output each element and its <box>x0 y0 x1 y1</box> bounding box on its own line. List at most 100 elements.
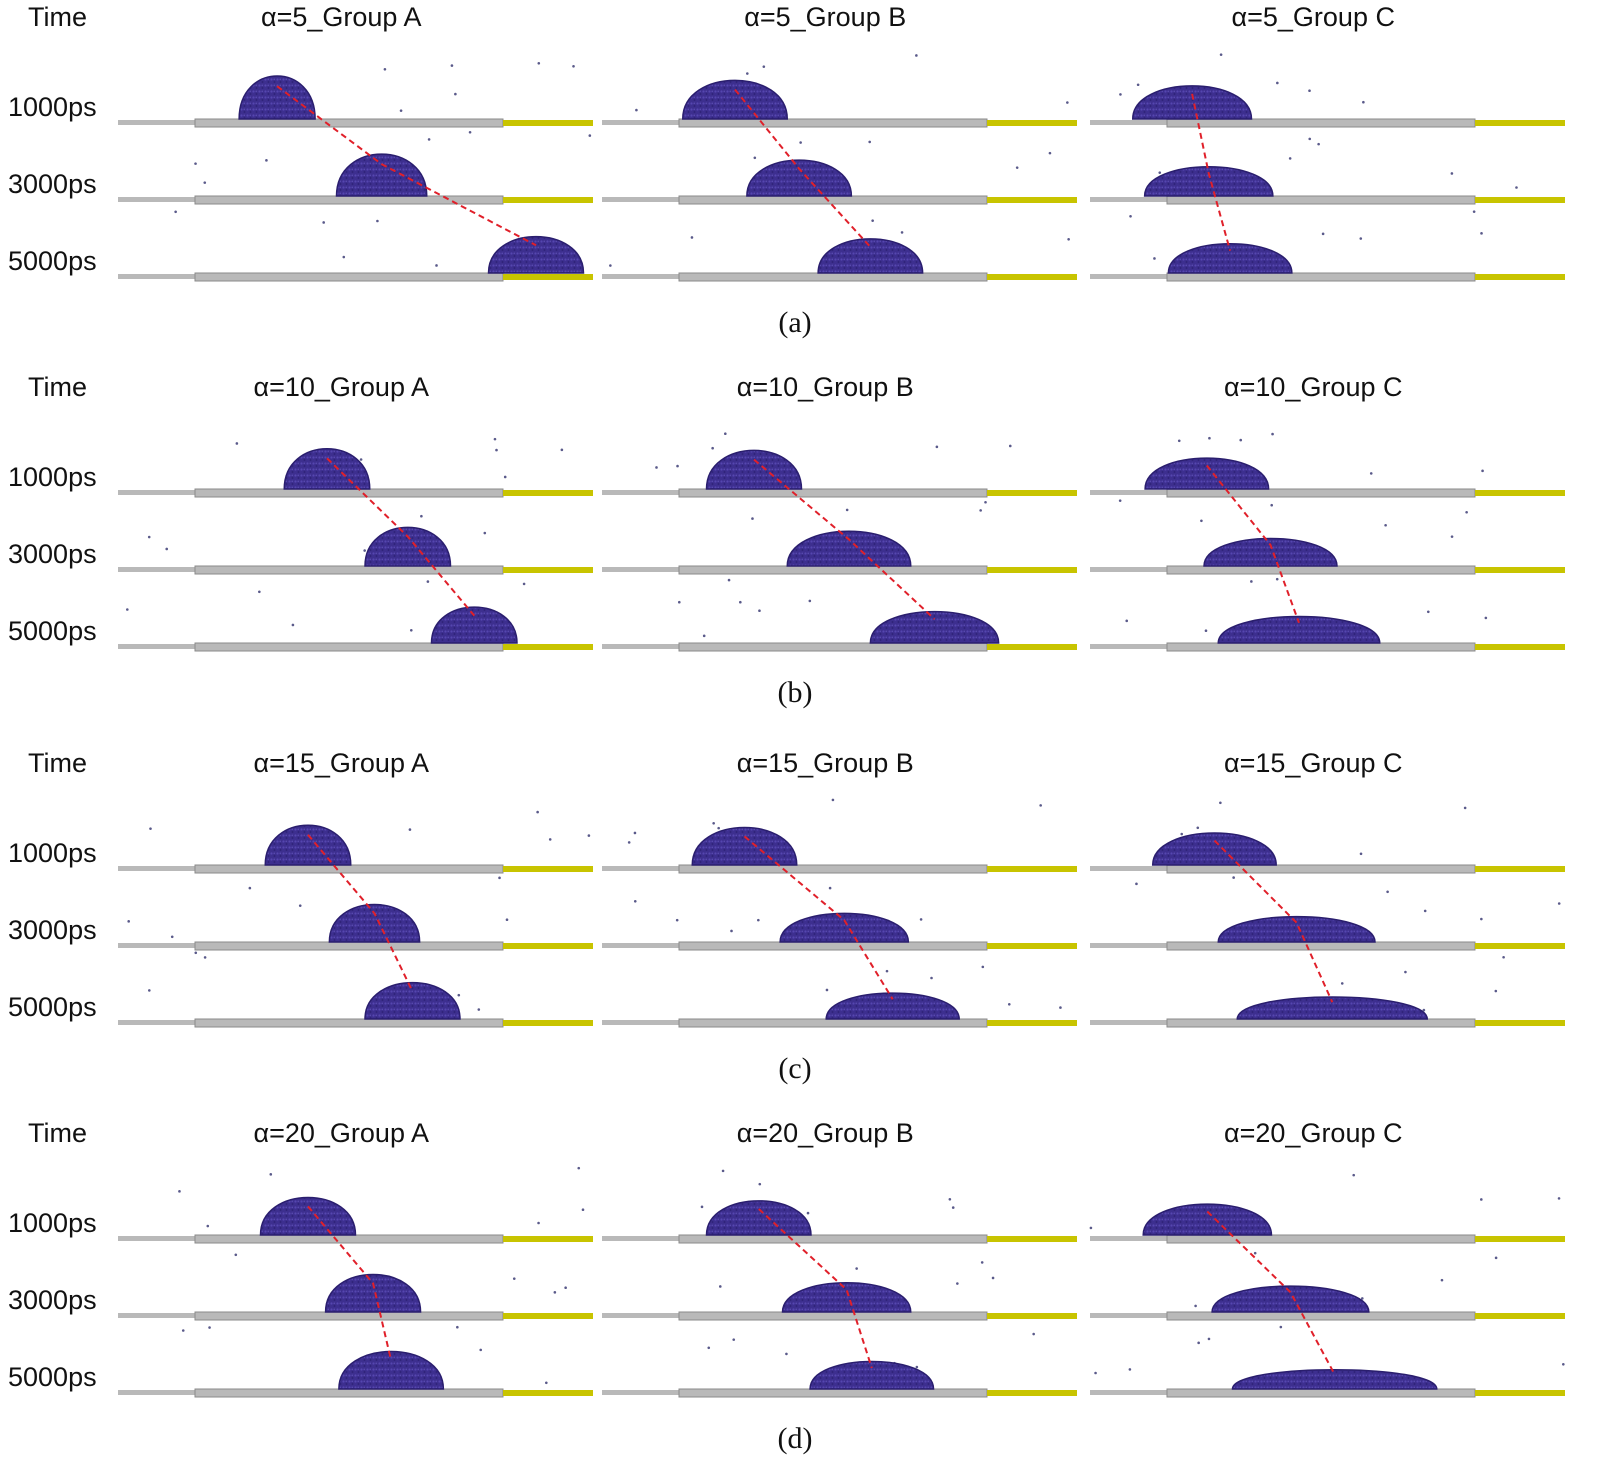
droplet <box>338 1350 445 1390</box>
vapour-molecule <box>457 993 461 997</box>
droplet <box>328 903 421 943</box>
vapour-molecule <box>147 535 151 539</box>
vapour-molecule <box>1275 577 1279 581</box>
vapour-molecule <box>1352 1173 1356 1177</box>
vapour-molecule <box>1180 832 1184 836</box>
substrate-plate <box>678 1311 988 1321</box>
vapour-molecule <box>702 634 706 638</box>
substrate-plate <box>1166 565 1476 575</box>
vapour-molecule <box>845 508 849 512</box>
vapour-molecule <box>746 72 749 75</box>
hydrophobic-strip <box>987 1313 1077 1319</box>
vapour-molecule <box>1032 1332 1035 1336</box>
vapour-molecule <box>203 181 207 184</box>
time-header: Time <box>28 748 87 778</box>
vapour-molecule <box>342 255 346 259</box>
vapour-molecule <box>376 219 379 223</box>
vapour-molecule <box>493 437 497 441</box>
vapour-molecule <box>1480 232 1483 235</box>
group-title: α=5_Group C <box>1232 2 1395 32</box>
vapour-molecule <box>408 828 412 831</box>
hydrophobic-strip <box>1475 866 1565 872</box>
trajectory-line <box>753 458 936 620</box>
vapour-molecule <box>919 918 923 921</box>
substrate-plate <box>678 642 988 652</box>
vapour-molecule <box>900 231 904 234</box>
droplet <box>691 826 798 866</box>
group-3-2: α=20_Group C <box>1089 1118 1565 1398</box>
vapour-molecule <box>871 219 874 222</box>
vapour-molecule <box>194 951 198 955</box>
hydrophobic-strip <box>1475 1236 1565 1242</box>
hydrophobic-strip <box>1475 490 1565 496</box>
vapour-molecule <box>483 531 487 535</box>
hydrophobic-strip <box>987 866 1077 872</box>
hydrophobic-strip <box>1475 197 1565 203</box>
vapour-molecule <box>1557 1197 1561 1200</box>
substrate-plate <box>194 118 504 128</box>
vapour-molecule <box>707 1346 711 1350</box>
vapour-molecule <box>1177 439 1181 443</box>
vapour-molecule <box>1308 89 1311 93</box>
group-title: α=10_Group C <box>1224 372 1402 402</box>
substrate-plate <box>678 195 988 205</box>
vapour-molecule <box>655 466 658 469</box>
hydrophobic-strip <box>503 1020 593 1026</box>
substrate-plate <box>194 1234 504 1244</box>
group-1-1: α=10_Group B <box>602 372 1077 652</box>
vapour-molecule <box>1094 1371 1097 1375</box>
hydrophobic-strip <box>1475 644 1565 650</box>
substrate-plate <box>678 941 988 951</box>
vapour-molecule <box>1253 1251 1257 1255</box>
hydrophobic-strip <box>987 274 1077 280</box>
panel-d: Time 1000ps 3000ps 5000ps α=20_Group A α=20_G… <box>8 1118 1565 1455</box>
vapour-molecule <box>522 582 526 586</box>
droplet <box>1203 537 1338 567</box>
hydrophobic-strip <box>503 274 593 280</box>
trajectory-line <box>276 85 537 247</box>
substrate-plate <box>194 1018 504 1028</box>
vapour-molecule <box>757 918 760 922</box>
droplet <box>364 526 452 567</box>
vapour-molecule <box>808 599 812 603</box>
droplet <box>1131 85 1253 120</box>
droplet <box>781 1282 912 1313</box>
time-label-3000ps: 3000ps <box>8 539 97 569</box>
vapour-molecule <box>1219 801 1222 805</box>
panel-c: Time 1000ps 3000ps 5000ps α=15_Group A α=15_G… <box>8 748 1565 1085</box>
vapour-molecule <box>1197 1341 1200 1345</box>
time-label-1000ps: 1000ps <box>8 462 97 492</box>
droplet <box>1167 243 1293 274</box>
substrate-plate <box>1166 1018 1476 1028</box>
group-title: α=20_Group B <box>737 1118 914 1148</box>
droplet <box>1217 916 1376 943</box>
vapour-molecule <box>1423 909 1427 913</box>
time-header: Time <box>28 1118 87 1148</box>
vapour-molecule <box>194 162 197 165</box>
hydrophobic-strip <box>503 567 593 573</box>
droplet <box>487 235 585 274</box>
vapour-molecule <box>1386 890 1389 894</box>
vapour-molecule <box>456 1325 459 1329</box>
vapour-molecule <box>915 54 918 57</box>
droplet <box>825 992 960 1020</box>
hydrophobic-strip <box>503 866 593 872</box>
substrate-plate <box>678 488 988 498</box>
hydrophobic-strip <box>987 490 1077 496</box>
hydrophobic-strip <box>1475 120 1565 126</box>
vapour-molecule <box>1369 472 1373 475</box>
vapour-molecule <box>383 67 387 71</box>
vapour-molecule <box>758 609 761 613</box>
vapour-molecule <box>721 1169 725 1173</box>
vapour-molecule <box>675 918 679 922</box>
hydrophobic-strip <box>1475 1390 1565 1396</box>
vapour-molecule <box>930 976 933 980</box>
droplet <box>746 159 853 197</box>
vapour-molecule <box>1125 619 1129 623</box>
vapour-molecule <box>564 1286 567 1289</box>
vapour-molecule <box>1562 1362 1565 1366</box>
vapour-molecule <box>1135 882 1138 886</box>
group-2-1: α=15_Group B <box>602 748 1077 1028</box>
vapour-molecule <box>572 64 575 68</box>
trajectory-line <box>1206 464 1300 624</box>
